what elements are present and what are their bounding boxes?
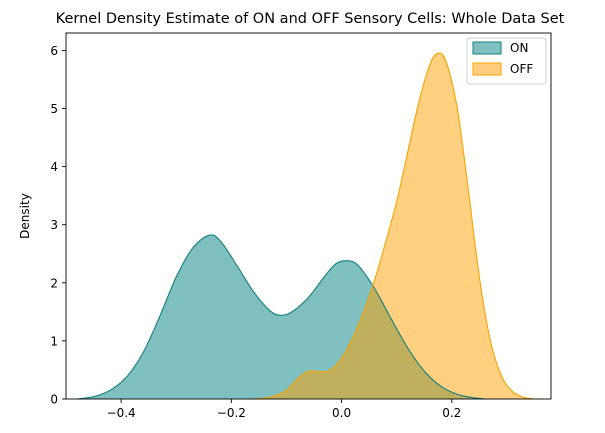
legend: ON OFF xyxy=(466,37,547,85)
y-tick-label: 4 xyxy=(50,160,58,174)
y-tick-label: 6 xyxy=(50,44,58,58)
y-tick-label: 5 xyxy=(50,102,58,116)
legend-label-on: ON xyxy=(510,41,528,55)
y-tick-label: 3 xyxy=(50,218,58,232)
y-tick-label: 1 xyxy=(50,334,58,348)
density-fill-off xyxy=(253,53,535,399)
legend-label-off: OFF xyxy=(510,62,533,76)
density-line-off xyxy=(253,52,535,400)
x-tick-label: 0.2 xyxy=(442,406,461,420)
legend-swatch-off xyxy=(472,62,502,76)
y-axis-label: Density xyxy=(18,193,32,239)
chart-title: Kernel Density Estimate of ON and OFF Se… xyxy=(56,11,565,27)
density-areas xyxy=(76,52,535,400)
y-axis-ticks: 0 1 2 3 4 5 6 xyxy=(50,44,66,407)
plot-frame xyxy=(65,32,552,400)
legend-swatch-on xyxy=(472,41,502,55)
density-line-on xyxy=(76,234,485,400)
x-tick-label: −0.4 xyxy=(107,406,136,420)
x-axis-ticks: −0.4 −0.2 0.0 0.2 xyxy=(107,399,461,420)
x-tick-label: 0.0 xyxy=(332,406,351,420)
x-tick-label: −0.2 xyxy=(217,406,246,420)
y-tick-label: 2 xyxy=(50,276,58,290)
y-tick-label: 0 xyxy=(50,393,58,407)
